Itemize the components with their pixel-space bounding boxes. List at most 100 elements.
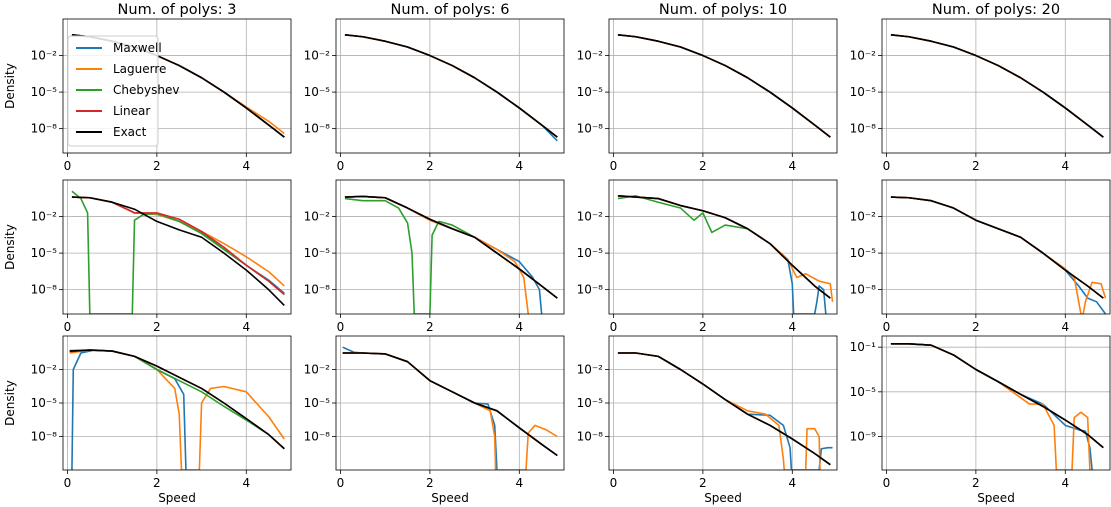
series-line-laguerre <box>71 196 285 287</box>
series-line-exact <box>890 196 1104 299</box>
series-line-chebyshev <box>890 343 1104 449</box>
y-tick-label: 10⁻⁵ <box>577 246 604 260</box>
series-line-exact <box>617 195 831 299</box>
y-tick-label: 10⁻⁸ <box>850 283 877 297</box>
series-line-laguerre <box>890 196 1107 314</box>
series-line-linear <box>71 196 285 296</box>
x-tick-label: 4 <box>788 476 796 490</box>
x-tick-label: 2 <box>153 476 161 490</box>
y-tick-label: 10⁻⁵ <box>31 246 58 260</box>
series-line-chebyshev <box>890 34 1104 138</box>
y-tick-label: 10⁻⁸ <box>850 122 877 136</box>
series-line-linear <box>342 352 558 457</box>
axes-frame <box>335 179 565 315</box>
x-tick-label: 4 <box>515 159 523 173</box>
y-tick-label: 10⁻⁸ <box>31 283 58 297</box>
y-tick-label: 10⁻⁵ <box>577 85 604 99</box>
panel-r3-c4: 0 2 4 10⁻¹ 10⁻⁵ 10⁻⁹ Speed <box>850 335 1111 505</box>
panel-r3-c1: 0 2 4 10⁻² 10⁻⁵ 10⁻⁸ Speed Density <box>3 335 292 505</box>
panel-r2-c1: 0 2 4 10⁻² 10⁻⁵ 10⁻⁸ Density <box>3 179 292 334</box>
x-tick-label: 0 <box>337 320 345 334</box>
x-tick-label: 4 <box>242 320 250 334</box>
series-line-linear <box>890 34 1104 138</box>
x-tick-label: 4 <box>1061 159 1069 173</box>
x-tick-label: 0 <box>610 320 618 334</box>
x-tick-label: 0 <box>883 159 891 173</box>
series-line-exact <box>71 196 285 307</box>
x-tick-label: 4 <box>242 476 250 490</box>
series-line-chebyshev <box>342 352 558 457</box>
y-tick-label: 10⁻⁹ <box>850 430 877 444</box>
series-line-laguerre <box>69 349 285 470</box>
series-line-chebyshev <box>344 34 558 138</box>
legend-label-exact: Exact <box>113 125 147 139</box>
series-line-exact <box>69 349 285 450</box>
y-tick-label: 10⁻¹ <box>850 340 877 354</box>
series-line-linear <box>344 195 558 299</box>
x-tick-label: 2 <box>699 476 707 490</box>
series-line-exact <box>617 352 831 466</box>
series-line-maxwell <box>344 34 558 142</box>
series-line-laguerre <box>617 34 831 138</box>
y-tick-label: 10⁻² <box>850 210 877 224</box>
y-tick-label: 10⁻² <box>31 363 58 377</box>
series-group <box>344 34 558 142</box>
series-group <box>617 195 834 314</box>
series-line-linear <box>617 34 831 138</box>
y-tick-label: 10⁻⁸ <box>31 122 58 136</box>
x-tick-label: 0 <box>337 159 345 173</box>
y-tick-label: 10⁻⁸ <box>31 430 58 444</box>
series-group <box>342 346 558 470</box>
series-group <box>344 195 558 314</box>
panel-r1-c3: 0 2 4 10⁻² 10⁻⁵ 10⁻⁸ Num. of polys: 10 <box>577 2 838 173</box>
panel-title: Num. of polys: 6 <box>391 2 510 18</box>
x-tick-label: 0 <box>337 476 345 490</box>
series-line-laguerre <box>890 34 1104 138</box>
x-tick-label: 4 <box>515 320 523 334</box>
y-tick-label: 10⁻² <box>577 210 604 224</box>
y-tick-label: 10⁻² <box>31 49 58 63</box>
y-tick-label: 10⁻⁸ <box>304 283 331 297</box>
series-line-linear <box>617 195 831 299</box>
y-axis-label: Density <box>3 224 17 270</box>
series-line-maxwell <box>890 343 1093 470</box>
x-tick-label: 0 <box>610 476 618 490</box>
series-line-maxwell <box>617 34 831 138</box>
series-line-linear <box>890 196 1104 299</box>
x-tick-label: 2 <box>426 159 434 173</box>
y-tick-label: 10⁻⁸ <box>304 430 331 444</box>
series-line-chebyshev <box>890 196 1104 299</box>
series-line-maxwell <box>617 195 827 314</box>
panel-r1-c2: 0 2 4 10⁻² 10⁻⁵ 10⁻⁸ Num. of polys: 6 <box>304 2 565 173</box>
series-line-chebyshev <box>617 34 831 138</box>
x-tick-label: 2 <box>972 320 980 334</box>
y-tick-label: 10⁻⁵ <box>850 385 877 399</box>
x-tick-label: 0 <box>64 476 72 490</box>
series-line-laguerre <box>342 352 558 470</box>
axes-frame <box>608 179 838 315</box>
series-line-linear <box>344 34 558 138</box>
series-line-laguerre <box>344 34 558 138</box>
series-line-maxwell <box>71 196 285 294</box>
panel-r3-c2: 0 2 4 10⁻² 10⁻⁵ 10⁻⁸ Speed <box>304 335 565 505</box>
y-tick-label: 10⁻⁸ <box>304 122 331 136</box>
x-tick-label: 2 <box>153 320 161 334</box>
axes-frame <box>881 179 1111 315</box>
series-line-laguerre <box>890 343 1091 470</box>
series-line-chebyshev <box>617 195 831 299</box>
series-line-exact <box>344 34 558 138</box>
legend-label-laguerre: Laguerre <box>113 62 166 76</box>
y-tick-label: 10⁻⁵ <box>850 246 877 260</box>
series-line-exact <box>344 195 558 299</box>
panel-title: Num. of polys: 20 <box>932 2 1060 18</box>
x-tick-label: 0 <box>610 159 618 173</box>
series-line-linear <box>890 343 1104 449</box>
y-tick-label: 10⁻² <box>304 363 331 377</box>
x-tick-label: 0 <box>64 159 72 173</box>
axes-frame <box>62 179 292 315</box>
y-tick-label: 10⁻² <box>577 49 604 63</box>
x-tick-label: 2 <box>426 320 434 334</box>
x-axis-label: Speed <box>431 491 469 505</box>
legend-frame <box>67 35 159 147</box>
